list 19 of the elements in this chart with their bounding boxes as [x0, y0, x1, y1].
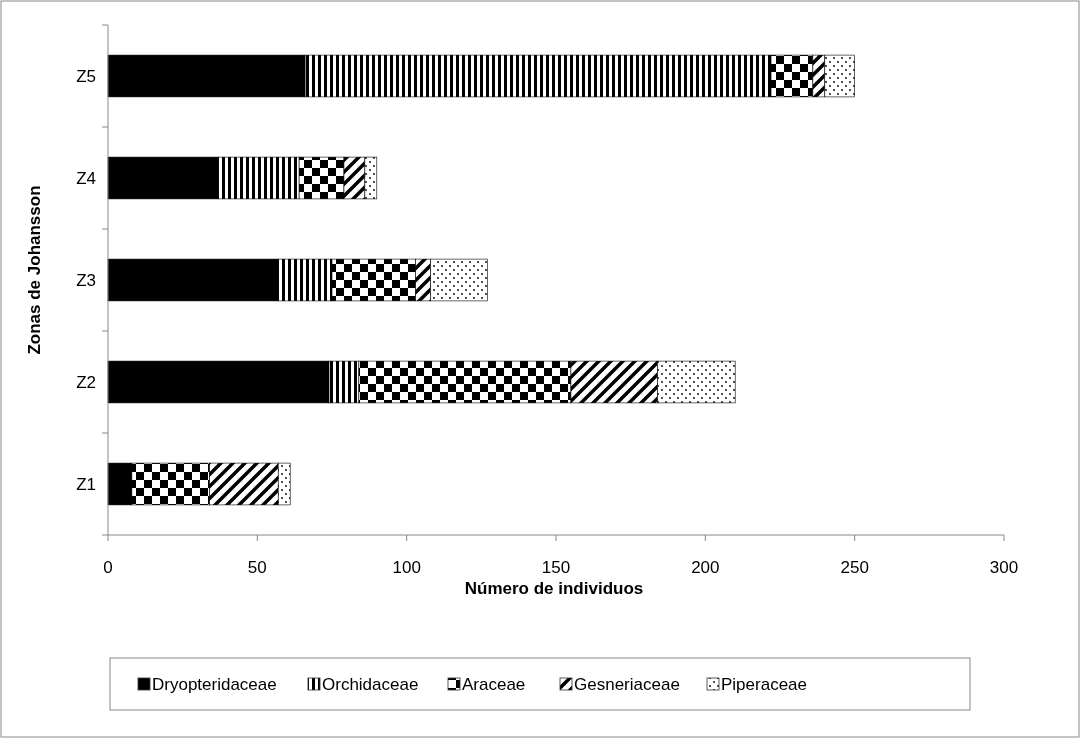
x-tick-label: 200 — [691, 558, 720, 577]
x-tick-label: 150 — [541, 558, 571, 577]
x-axis-title: Número de individuos — [464, 579, 644, 598]
x-tick-label: 100 — [392, 558, 421, 577]
legend-label: Dryopteridaceae — [152, 674, 277, 694]
legend-label: Orchidaceae — [322, 674, 419, 694]
legend-label: Araceae — [462, 674, 526, 694]
y-axis-title: Zonas de Johansson — [25, 185, 44, 355]
x-tick-label: 300 — [989, 558, 1019, 577]
legend-label: Gesneriaceae — [574, 674, 680, 694]
y-tick-label: Z3 — [76, 270, 96, 290]
y-tick-label: Z5 — [76, 66, 96, 86]
legend-label: Piperaceae — [721, 674, 808, 694]
y-tick-label: Z1 — [76, 474, 96, 494]
y-tick-label: Z2 — [76, 372, 96, 392]
x-tick-label: 250 — [840, 558, 869, 577]
y-tick-label: Z4 — [76, 168, 96, 188]
x-tick-label: 0 — [103, 558, 113, 577]
x-tick-label: 50 — [247, 558, 267, 577]
